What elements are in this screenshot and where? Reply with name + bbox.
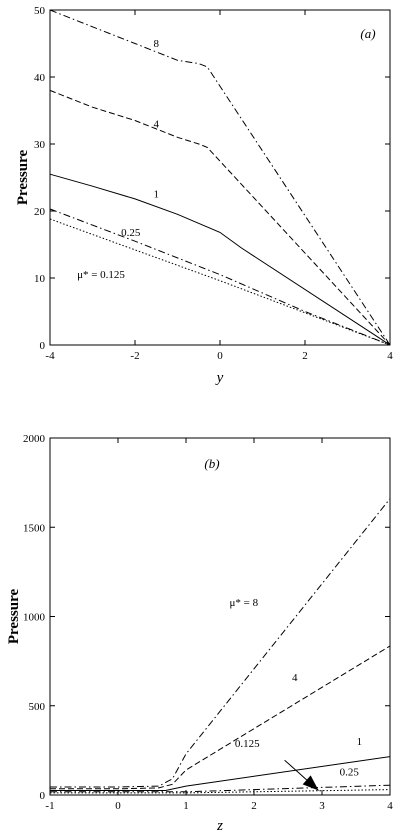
series-label: 0.25 bbox=[121, 227, 141, 239]
y-tick-label: 0 bbox=[40, 340, 46, 352]
y-tick-label: 40 bbox=[34, 72, 46, 84]
series-label: 0.25 bbox=[340, 766, 360, 778]
y-tick-label: 0 bbox=[40, 790, 46, 802]
x-axis-label: z bbox=[216, 818, 223, 834]
plot-frame bbox=[49, 9, 391, 346]
series-line bbox=[49, 208, 391, 346]
series-label: 1 bbox=[357, 736, 363, 748]
series-line bbox=[49, 89, 391, 346]
x-axis-label: y bbox=[215, 370, 224, 386]
y-tick-label: 1500 bbox=[23, 522, 46, 534]
panel-label: (a) bbox=[360, 26, 375, 41]
y-tick-label: 2000 bbox=[23, 433, 46, 445]
x-tick-label: 1 bbox=[183, 800, 189, 812]
y-tick-label: 1000 bbox=[23, 612, 46, 624]
series-label: μ* = 8 bbox=[229, 597, 258, 609]
x-tick-label: -1 bbox=[45, 800, 54, 812]
x-tick-label: 3 bbox=[319, 800, 325, 812]
panel-label: (b) bbox=[204, 456, 219, 471]
series-line bbox=[50, 645, 391, 790]
x-tick-label: 4 bbox=[387, 800, 393, 812]
y-tick-label: 500 bbox=[29, 701, 46, 713]
x-tick-label: -4 bbox=[45, 350, 55, 362]
arrow-head bbox=[302, 775, 319, 791]
series-label: μ* = 0.125 bbox=[77, 269, 125, 281]
y-axis-label: Pressure bbox=[15, 150, 31, 206]
series-line bbox=[50, 789, 391, 794]
x-tick-label: 0 bbox=[115, 800, 121, 812]
series-label: 1 bbox=[154, 189, 160, 201]
series-label: 8 bbox=[154, 38, 160, 50]
y-tick-label: 30 bbox=[34, 139, 46, 151]
series-label: 4 bbox=[292, 672, 298, 684]
y-tick-label: 20 bbox=[34, 206, 46, 218]
series-label: 0.125 bbox=[235, 738, 260, 750]
plot-frame bbox=[49, 437, 391, 796]
x-tick-label: 0 bbox=[217, 350, 223, 362]
series-label: 4 bbox=[154, 118, 160, 130]
x-tick-label: 2 bbox=[251, 800, 257, 812]
series-line bbox=[49, 173, 391, 346]
y-tick-label: 10 bbox=[34, 273, 46, 285]
series-line bbox=[50, 498, 391, 788]
series-line bbox=[49, 9, 391, 346]
y-tick-label: 50 bbox=[34, 5, 46, 17]
x-tick-label: -2 bbox=[130, 350, 139, 362]
series-line bbox=[50, 756, 391, 791]
x-tick-label: 4 bbox=[387, 350, 393, 362]
series-line bbox=[49, 218, 391, 346]
y-axis-label: Pressure bbox=[6, 589, 22, 645]
panel-a: -4 -2 0 2 401020304050yPressure(a)8410.25μ* … bbox=[15, 5, 393, 386]
x-tick-label: 2 bbox=[302, 350, 308, 362]
series-line bbox=[50, 784, 391, 793]
